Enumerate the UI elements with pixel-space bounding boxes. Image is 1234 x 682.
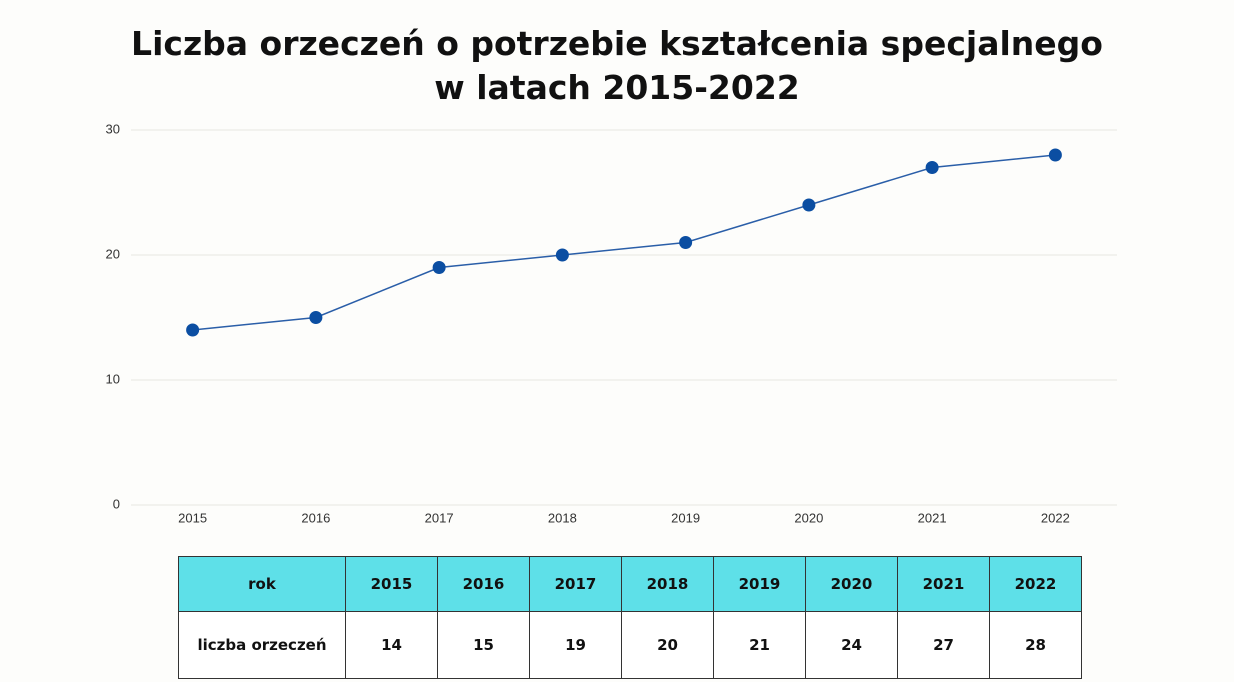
table-cell: 24 [805,611,898,679]
point [555,248,569,262]
point [802,198,816,212]
table-row: rok 2015 2016 2017 2018 2019 2020 2021 2022 [178,556,1082,612]
table-cell: 2018 [621,556,714,612]
table-cell: 2022 [989,556,1082,612]
table-cell: 21 [713,611,806,679]
table-cell: 15 [437,611,530,679]
x-tick-label: 2018 [548,510,577,525]
data-table: rok 2015 2016 2017 2018 2019 2020 2021 2022 liczb… [178,556,1082,679]
x-tick-label: 2020 [794,510,823,525]
table-cell: 19 [529,611,622,679]
table-cell: 2021 [897,556,990,612]
table-cell: rok [178,556,346,612]
point [186,323,200,337]
x-tick-label: 2015 [178,510,207,525]
point [309,311,323,324]
table-cell: 2017 [529,556,622,612]
table-cell: 2015 [345,556,438,612]
y-tick-label: 10 [106,371,120,386]
point [432,261,446,274]
x-tick-label: 2019 [671,510,700,525]
table-cell: 2020 [805,556,898,612]
table-cell: 14 [345,611,438,679]
y-tick-label: 20 [106,246,120,261]
table-row: liczba orzeczeń 14 15 19 20 21 24 27 28 [178,611,1082,679]
table-cell: 20 [621,611,714,679]
point [679,236,693,249]
x-tick-label: 2016 [301,510,330,525]
y-tick-label: 30 [106,121,120,136]
x-tick-label: 2022 [1041,510,1070,525]
table-cell: liczba orzeczeń [178,611,346,679]
chart: 0 10 20 30 2015 2016 2017 2018 2019 2020 2021 2022 [106,121,1117,525]
table-cell: 27 [897,611,990,679]
x-tick-label: 2017 [425,510,454,525]
y-tick-label: 0 [113,496,120,511]
x-tick-label: 2021 [918,510,947,525]
table-cell: 2016 [437,556,530,612]
line [192,154,1056,331]
point [1048,148,1062,162]
chart-title: Liczba orzeczeń o potrzebie kształcenia … [131,24,1103,107]
table-cell: 2019 [713,556,806,612]
table-cell: 28 [989,611,1082,679]
point [925,161,939,174]
